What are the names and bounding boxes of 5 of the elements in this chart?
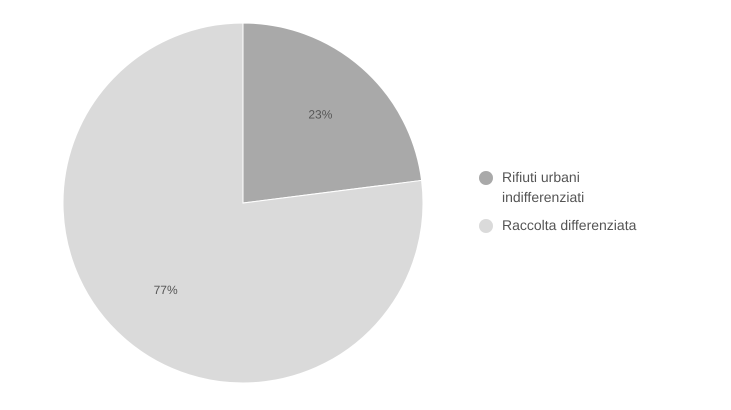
pie-slice (62, 22, 424, 384)
legend-label: Raccolta differenziata (502, 216, 637, 233)
data-label: 77% (154, 282, 178, 297)
data-label: 23% (308, 107, 333, 122)
legend-label: Rifiuti urbani indifferenziati (502, 168, 584, 205)
